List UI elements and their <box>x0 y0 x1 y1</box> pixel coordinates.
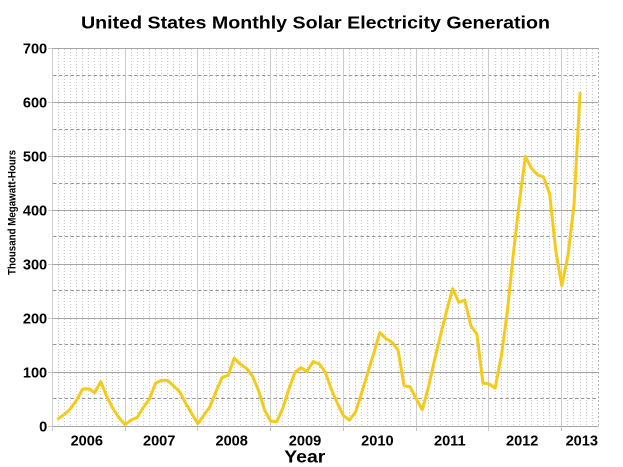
svg-text:200: 200 <box>23 311 47 327</box>
svg-text:700: 700 <box>23 41 47 57</box>
svg-text:2008: 2008 <box>215 434 247 450</box>
svg-text:2009: 2009 <box>289 434 321 450</box>
svg-text:400: 400 <box>23 203 47 219</box>
svg-text:300: 300 <box>23 257 47 273</box>
svg-text:500: 500 <box>23 149 47 165</box>
svg-text:Thousand Megawatt-Hours: Thousand Megawatt-Hours <box>7 150 19 275</box>
svg-text:2010: 2010 <box>361 434 393 450</box>
svg-text:0: 0 <box>39 419 47 435</box>
svg-text:600: 600 <box>23 95 47 111</box>
svg-text:2012: 2012 <box>506 434 538 450</box>
svg-text:2013: 2013 <box>566 434 598 450</box>
svg-text:Year: Year <box>284 447 325 467</box>
svg-text:United States Monthly Solar El: United States Monthly Solar Electricity … <box>81 13 550 33</box>
svg-text:2007: 2007 <box>143 434 175 450</box>
svg-text:100: 100 <box>23 365 47 381</box>
svg-text:2011: 2011 <box>434 434 466 450</box>
svg-text:2006: 2006 <box>71 434 103 450</box>
